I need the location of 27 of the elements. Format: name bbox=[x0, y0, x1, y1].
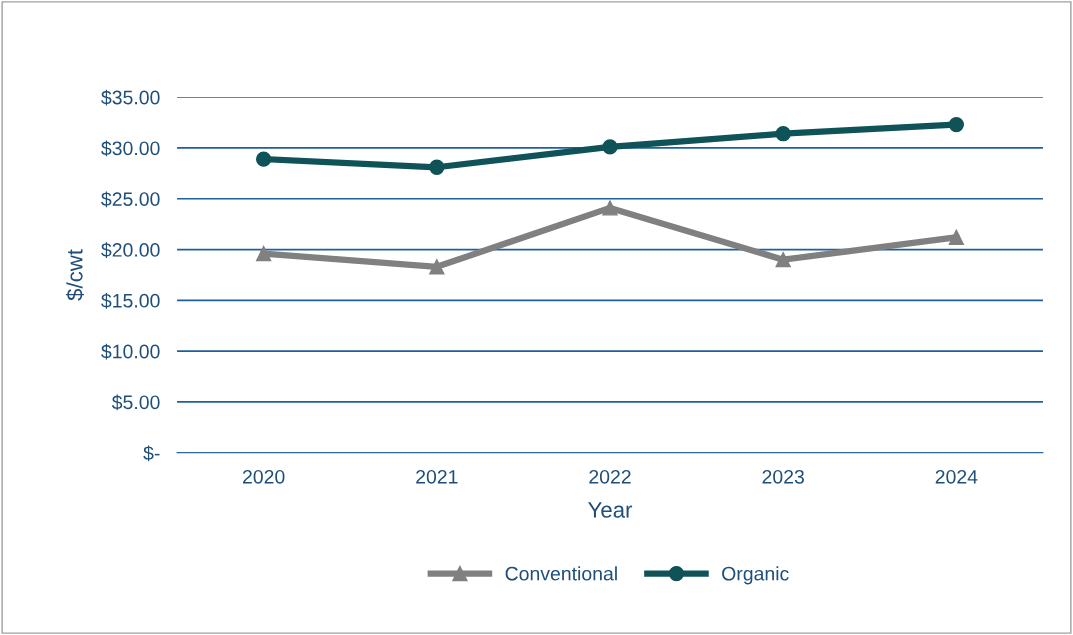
x-axis-title: Year bbox=[588, 502, 633, 518]
y-tick-label: $5.00 bbox=[111, 394, 160, 411]
y-tick-label: $- bbox=[143, 445, 160, 462]
point bbox=[429, 259, 445, 275]
point bbox=[602, 139, 618, 155]
point bbox=[948, 116, 965, 133]
y-axis-title: $/cwt bbox=[65, 249, 84, 301]
x-tick-label: 2024 bbox=[935, 469, 978, 484]
legend-label: Organic bbox=[722, 566, 789, 585]
legend-label: Conventional bbox=[505, 566, 617, 581]
y-tick-label: $35.00 bbox=[101, 89, 160, 106]
y-tick-label: $30.00 bbox=[101, 140, 160, 157]
point bbox=[429, 159, 445, 175]
x-tick-label: 2021 bbox=[416, 469, 458, 484]
y-tick-label: $20.00 bbox=[101, 242, 160, 258]
point bbox=[255, 151, 272, 167]
y-tick-label: $10.00 bbox=[101, 343, 160, 360]
point bbox=[948, 229, 965, 246]
y-tick-label: $25.00 bbox=[101, 191, 160, 208]
x-tick-label: 2020 bbox=[242, 469, 285, 484]
y-tick-label: $15.00 bbox=[101, 293, 160, 309]
point bbox=[255, 245, 272, 262]
x-tick-label: 2022 bbox=[589, 469, 631, 484]
x-tick-label: 2023 bbox=[762, 469, 804, 484]
point bbox=[602, 200, 618, 216]
point bbox=[775, 252, 791, 268]
point bbox=[775, 126, 791, 142]
